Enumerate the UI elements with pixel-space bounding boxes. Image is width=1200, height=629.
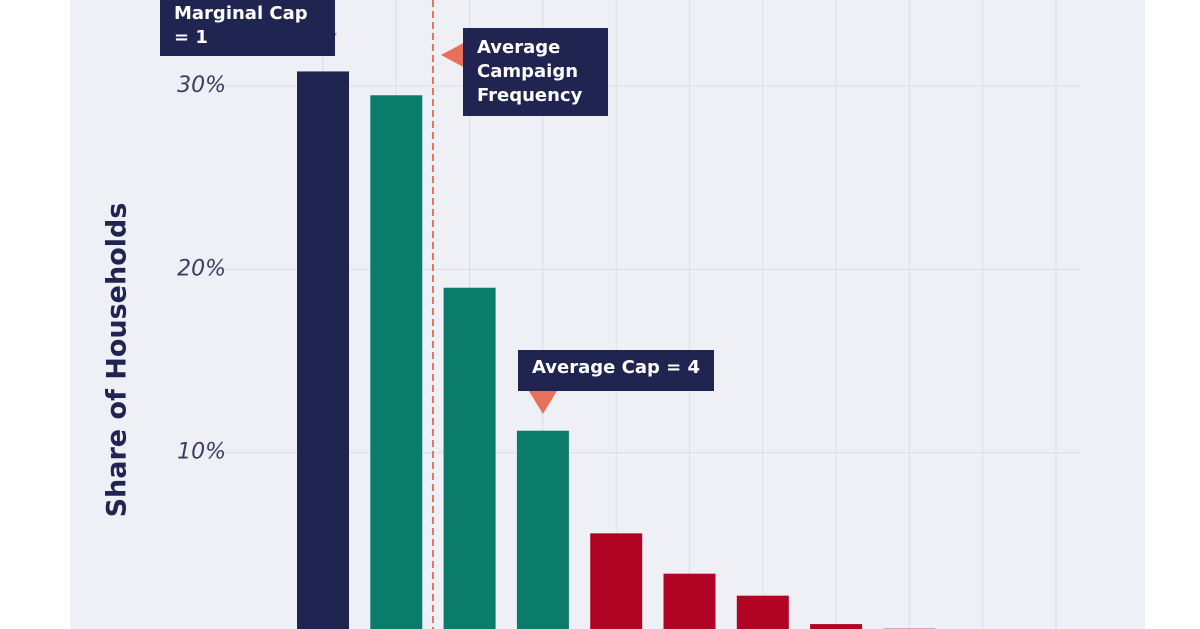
annotation: Average Campaign Frequency xyxy=(463,28,608,116)
y-tick-label: 20% xyxy=(177,256,226,281)
annotation-pointer xyxy=(440,40,469,70)
bar xyxy=(443,287,496,629)
bar xyxy=(736,595,789,629)
annotation-pointer xyxy=(528,391,557,414)
annotation: Marginal Cap = 1 xyxy=(160,0,335,56)
bar xyxy=(810,624,863,629)
bar xyxy=(297,71,349,629)
annotation: Average Cap = 4 xyxy=(518,350,714,391)
y-axis-label: Share of Households xyxy=(102,203,133,518)
y-tick-label: 30% xyxy=(177,73,226,98)
y-tick-label: 10% xyxy=(177,440,226,465)
bar xyxy=(516,430,569,629)
bar xyxy=(590,533,643,629)
bar xyxy=(663,573,716,629)
bar xyxy=(370,95,423,629)
